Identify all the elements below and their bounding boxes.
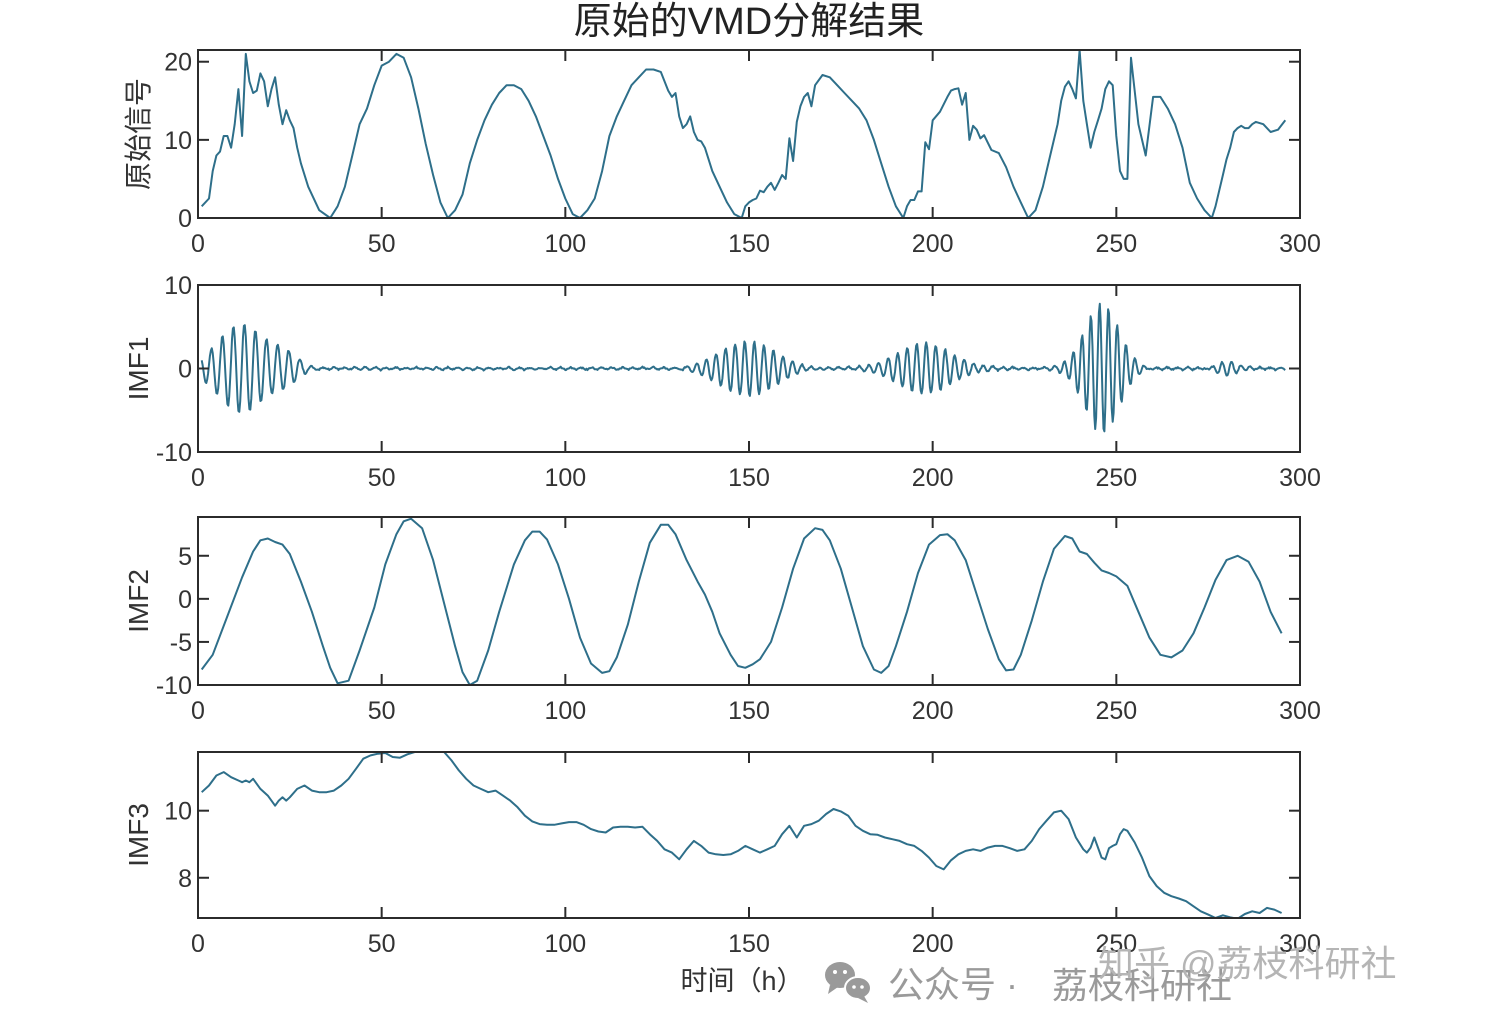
x-tick-label: 250: [1095, 230, 1137, 258]
y-axis-label: IMF2: [123, 569, 154, 633]
x-tick-label: 50: [368, 697, 396, 725]
subplot-3: 0 50 100 150 200 250 300 -10 -5 0 5 IMF2: [123, 516, 1321, 725]
wechat-watermark: 公众号 · 荔枝科研社: [825, 962, 1232, 1006]
x-tick-label: 100: [544, 697, 586, 725]
x-tick-label: 200: [912, 697, 954, 725]
x-tick-label: 50: [368, 464, 396, 492]
x-tick-label: 300: [1279, 697, 1321, 725]
series-line: [200, 49, 1287, 219]
x-tick-label: 200: [912, 464, 954, 492]
y-tick-label: 10: [164, 127, 192, 155]
y-axis-label: IMF3: [123, 803, 154, 867]
x-tick-label: 0: [191, 930, 205, 958]
wechat-icon: [825, 962, 872, 1003]
x-tick-label: 300: [1279, 464, 1321, 492]
y-tick-label: 8: [178, 865, 192, 893]
y-tick-label: 10: [164, 798, 192, 826]
x-tick-label: 250: [1095, 464, 1137, 492]
wechat-account: 荔枝科研社: [1052, 965, 1232, 1006]
x-tick-label: 300: [1279, 930, 1321, 958]
wechat-label: 公众号 ·: [888, 964, 1018, 1005]
y-tick-label: 20: [164, 49, 192, 77]
axes-box: [197, 49, 1301, 219]
subplot-1: 0 50 100 150 200 250 300 0 10 20 原始信号: [123, 49, 1321, 258]
x-tick-label: 0: [191, 230, 205, 258]
x-tick-label: 150: [728, 930, 770, 958]
series-line: [200, 517, 1283, 686]
x-tick-label: 200: [912, 930, 954, 958]
figure-title: 原始的VMD分解结果: [574, 1, 924, 43]
x-tick-label: 50: [368, 230, 396, 258]
x-tick-label: 100: [544, 464, 586, 492]
x-tick-label: 100: [544, 230, 586, 258]
y-tick-label: -10: [156, 672, 192, 700]
x-tick-label: 250: [1095, 930, 1137, 958]
x-tick-label: 200: [912, 230, 954, 258]
x-tick-label: 250: [1095, 697, 1137, 725]
y-tick-label: -5: [170, 629, 192, 657]
y-tick-label: 0: [178, 356, 192, 384]
zhihu-watermark: 知乎 @荔枝科研社: [1098, 943, 1397, 984]
subplot-4: 0 50 100 150 200 250 300 8 10 IMF3: [123, 751, 1321, 958]
y-axis-label: IMF1: [123, 337, 154, 401]
x-tick-label: 150: [728, 464, 770, 492]
x-tick-label: 0: [191, 697, 205, 725]
x-axis-label: 时间（h）: [680, 966, 803, 996]
x-tick-label: 50: [368, 930, 396, 958]
x-tick-label: 300: [1279, 230, 1321, 258]
y-tick-label: 0: [178, 586, 192, 614]
y-tick-label: 0: [178, 205, 192, 233]
series-line: [200, 302, 1286, 433]
y-tick-label: 5: [178, 543, 192, 571]
y-tick-label: 10: [164, 272, 192, 300]
series-line: [201, 751, 1283, 919]
x-tick-label: 150: [728, 230, 770, 258]
y-axis-label: 原始信号: [123, 78, 154, 190]
y-tick-label: -10: [156, 439, 192, 467]
axes-box: [197, 751, 1301, 919]
x-tick-label: 150: [728, 697, 770, 725]
x-tick-label: 0: [191, 464, 205, 492]
x-tick-label: 100: [544, 930, 586, 958]
